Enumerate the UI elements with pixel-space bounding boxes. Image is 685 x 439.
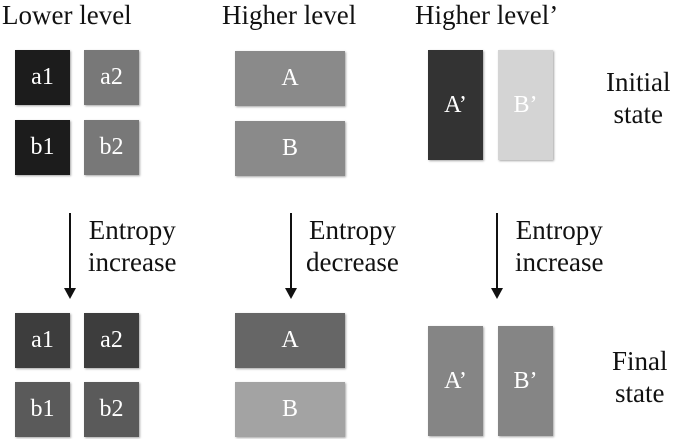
arrow-label-higher-prime-line2: increase bbox=[515, 247, 604, 277]
arrow-label-higher-prime-line1: Entropy bbox=[515, 215, 603, 245]
side-label-final-state: Final state bbox=[612, 345, 668, 409]
box-initial-a1: a1 bbox=[15, 50, 70, 105]
box-initial-B-prime: B’ bbox=[498, 50, 553, 160]
box-label: b1 bbox=[30, 134, 55, 160]
box-label: a1 bbox=[31, 64, 54, 90]
box-final-b2: b2 bbox=[84, 382, 139, 437]
side-label-initial-line1: Initial bbox=[606, 67, 671, 97]
box-label: B’ bbox=[513, 367, 538, 394]
box-label: a2 bbox=[100, 64, 123, 90]
box-final-B: B bbox=[235, 382, 345, 437]
arrow-label-higher: Entropy decrease bbox=[306, 214, 399, 278]
box-label: b2 bbox=[99, 134, 124, 160]
box-label: b2 bbox=[99, 396, 124, 422]
arrow-label-lower-line2: increase bbox=[88, 247, 177, 277]
arrow-label-lower-line1: Entropy bbox=[88, 215, 176, 245]
box-label: A bbox=[281, 65, 299, 91]
box-final-A: A bbox=[235, 313, 345, 368]
box-initial-a2: a2 bbox=[84, 50, 139, 105]
box-initial-A: A bbox=[235, 51, 345, 106]
arrow-lower-down bbox=[63, 213, 77, 299]
side-label-final-line1: Final bbox=[612, 346, 668, 376]
box-label: A’ bbox=[444, 367, 467, 394]
box-label: A’ bbox=[444, 91, 467, 118]
side-label-final-line2: state bbox=[615, 378, 665, 408]
box-label: B’ bbox=[513, 91, 538, 118]
arrow-label-lower: Entropy increase bbox=[88, 214, 176, 278]
box-label: a2 bbox=[100, 327, 123, 353]
box-final-b1: b1 bbox=[15, 382, 70, 437]
box-initial-A-prime: A’ bbox=[428, 50, 483, 160]
box-final-A-prime: A’ bbox=[428, 326, 483, 436]
box-label: b1 bbox=[30, 396, 55, 422]
box-final-a2: a2 bbox=[84, 313, 139, 368]
arrow-higher-down bbox=[284, 213, 298, 299]
header-lower-level: Lower level bbox=[2, 0, 132, 30]
box-final-B-prime: B’ bbox=[498, 326, 553, 436]
arrow-label-higher-prime: Entropy increase bbox=[515, 214, 603, 278]
box-initial-b2: b2 bbox=[84, 120, 139, 175]
box-label: B bbox=[281, 135, 298, 161]
side-label-initial-line2: state bbox=[613, 99, 663, 129]
box-initial-b1: b1 bbox=[15, 120, 70, 175]
arrow-label-higher-line1: Entropy bbox=[308, 215, 396, 245]
box-initial-B: B bbox=[235, 121, 345, 176]
box-label: a1 bbox=[31, 327, 54, 353]
arrow-label-higher-line2: decrease bbox=[306, 247, 399, 277]
box-final-a1: a1 bbox=[15, 313, 70, 368]
side-label-initial-state: Initial state bbox=[606, 66, 670, 130]
box-label: B bbox=[281, 396, 298, 422]
header-higher-level-prime: Higher level’ bbox=[415, 0, 559, 30]
box-label: A bbox=[281, 327, 299, 353]
header-higher-level: Higher level bbox=[222, 0, 357, 30]
arrow-higher-prime-down bbox=[490, 213, 504, 299]
